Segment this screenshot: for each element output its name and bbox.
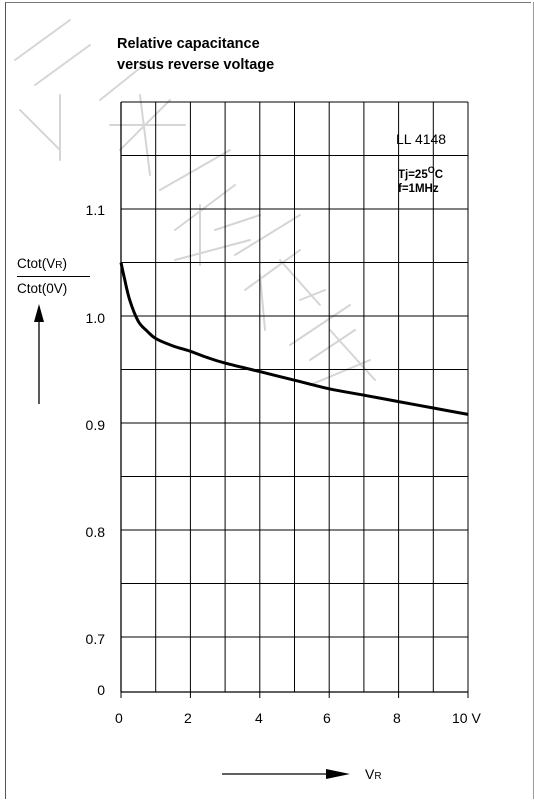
- condition-frequency: f=1MHz: [398, 183, 439, 195]
- figure-frame: [5, 2, 531, 799]
- xlabel-main: V: [365, 766, 375, 782]
- y-tick-label-1.0: 1.0: [85, 310, 105, 326]
- ylabel-num-text: Ctot(V: [17, 256, 56, 271]
- x-tick-label-6: 6: [323, 710, 331, 726]
- y-tick-label-0: 0: [97, 682, 105, 698]
- x-tick-label-4: 4: [255, 710, 263, 726]
- x-tick-label-10: 10 V: [452, 710, 481, 726]
- condition-tj-text: Tj=25: [398, 168, 428, 181]
- ylabel-num-sub: R: [55, 260, 63, 271]
- x-axis-label: VR: [365, 766, 382, 782]
- x-tick-label-0: 0: [115, 710, 123, 726]
- y-tick-label-0.9: 0.9: [85, 417, 105, 433]
- condition-temperature: Tj=25OC: [398, 165, 443, 181]
- x-tick-label-2: 2: [184, 710, 192, 726]
- y-tick-label-0.7: 0.7: [85, 631, 105, 647]
- x-tick-label-8: 8: [393, 710, 401, 726]
- chart-title-line2: versus reverse voltage: [117, 57, 275, 73]
- condition-tj-degree: O: [427, 165, 435, 175]
- chart-title-line1: Relative capacitance: [117, 36, 260, 52]
- xlabel-sub: R: [374, 771, 382, 782]
- series-line-ll4148: [119, 262, 469, 416]
- y-tick-label-1.1: 1.1: [85, 202, 105, 218]
- y-axis-arrow-head: [34, 304, 44, 322]
- y-axis-label-denominator: Ctot(0V): [17, 281, 68, 296]
- y-tick-label-0.8: 0.8: [85, 524, 105, 540]
- x-axis-arrow-head: [326, 769, 350, 779]
- y-axis-label-numerator: Ctot(VR): [17, 256, 67, 271]
- y-axis-label-fraction-bar: [17, 276, 90, 277]
- ylabel-num-end: ): [62, 256, 68, 271]
- condition-tj-unit: C: [434, 168, 444, 181]
